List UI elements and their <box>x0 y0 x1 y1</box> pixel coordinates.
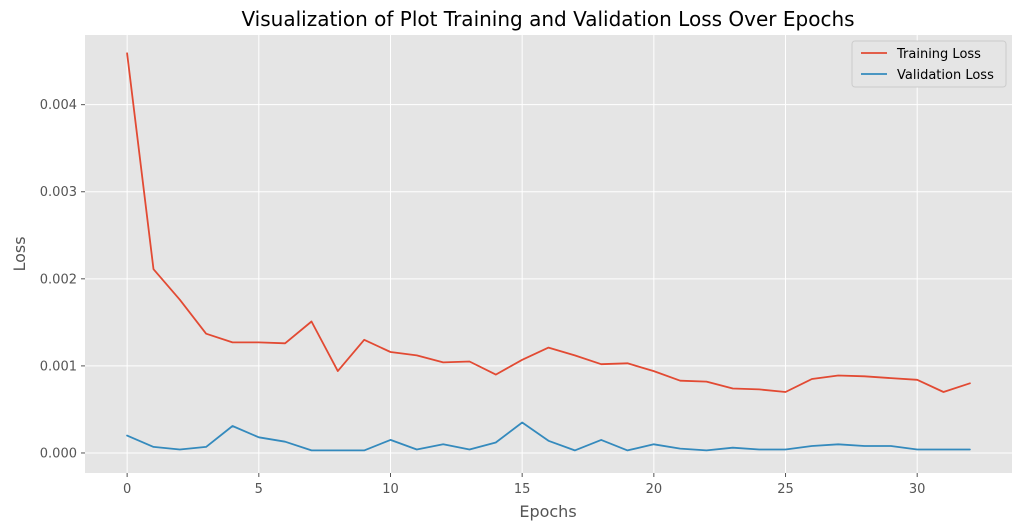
y-tick-label: 0.000 <box>40 446 77 461</box>
x-tick-label: 15 <box>514 482 531 497</box>
series-line-training-loss <box>126 52 971 393</box>
x-tick-label: 0 <box>123 482 131 497</box>
tick-labels: 0 5 10 15 20 25 30 0.000 0.001 0.002 0.003 0.004 <box>40 98 926 497</box>
y-tick-label: 0.002 <box>40 272 77 287</box>
series-layer <box>126 52 971 452</box>
x-tick-label: 10 <box>382 482 399 497</box>
x-tick-label: 5 <box>255 482 263 497</box>
x-tick-label: 25 <box>777 482 794 497</box>
plot-background <box>85 35 1012 473</box>
y-tick-label: 0.001 <box>40 359 77 374</box>
series-line-validation-loss <box>126 421 971 452</box>
x-tick-label: 20 <box>646 482 663 497</box>
x-axis-label: Epochs <box>519 502 576 521</box>
y-tick-label: 0.004 <box>40 98 77 113</box>
x-tick-label: 30 <box>909 482 926 497</box>
legend: Training Loss Validation Loss <box>851 40 1007 88</box>
grid-lines <box>85 35 1012 473</box>
y-tick-label: 0.003 <box>40 185 77 200</box>
chart-title: Visualization of Plot Training and Valid… <box>241 7 854 31</box>
legend-box <box>851 40 1007 88</box>
legend-label-training: Training Loss <box>896 47 981 62</box>
y-axis-label: Loss <box>10 236 29 271</box>
legend-label-validation: Validation Loss <box>897 68 994 83</box>
